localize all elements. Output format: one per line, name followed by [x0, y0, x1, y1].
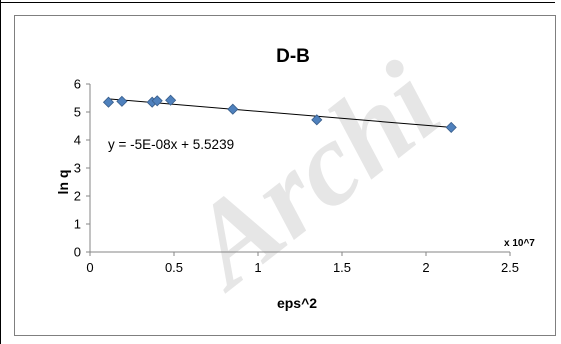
data-point [165, 94, 177, 106]
x-tick-label: 1.5 [333, 260, 351, 275]
data-point [311, 114, 323, 126]
x-axis-label: eps^2 [277, 295, 317, 311]
data-point [227, 103, 239, 115]
data-point [116, 95, 128, 107]
x-tick-label: 0.5 [165, 260, 183, 275]
y-axis-ticks: 0 1 2 3 4 5 6 [74, 77, 90, 260]
x-tick-label: 0 [86, 260, 93, 275]
data-points [102, 94, 457, 133]
x-tick-label: 2.5 [501, 260, 519, 275]
x-axis-multiplier: x 10^7 [504, 238, 535, 249]
trendline [108, 98, 452, 128]
y-tick-label: 0 [74, 245, 81, 260]
y-tick-label: 3 [74, 161, 81, 176]
y-tick-label: 6 [74, 77, 81, 92]
x-tick-label: 1 [254, 260, 261, 275]
y-tick-label: 5 [74, 105, 81, 120]
trendline-equation: y = -5E-08x + 5.5239 [108, 137, 234, 152]
data-point [151, 95, 163, 107]
x-axis-ticks: 0 0.5 1 1.5 2 2.5 [86, 252, 519, 275]
y-tick-label: 2 [74, 189, 81, 204]
x-tick-label: 2 [422, 260, 429, 275]
y-axis-label: ln q [55, 170, 71, 195]
y-tick-label: 1 [74, 217, 81, 232]
data-point [445, 121, 457, 133]
data-point [102, 96, 115, 108]
chart-area-border [14, 15, 556, 336]
chart-title: D-B [276, 46, 310, 67]
y-tick-label: 4 [74, 133, 81, 148]
